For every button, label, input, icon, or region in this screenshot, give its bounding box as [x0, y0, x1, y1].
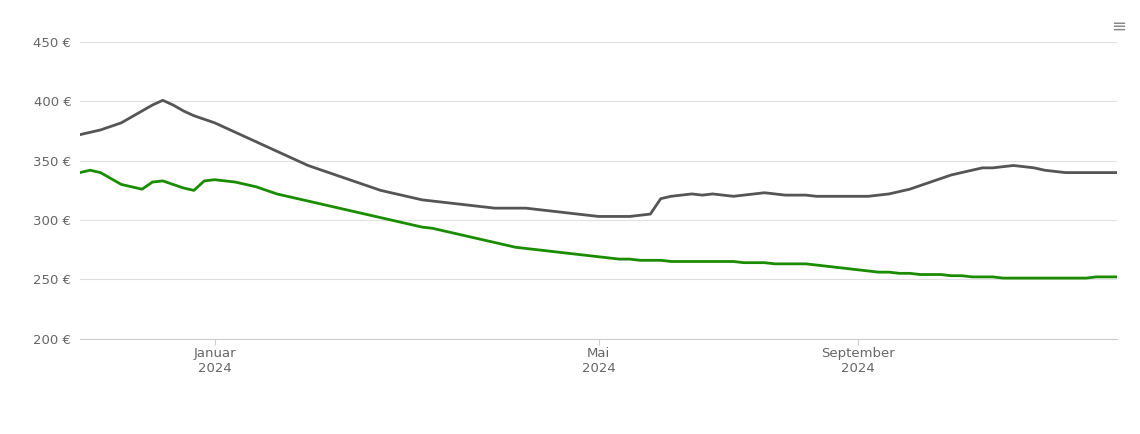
Text: ≡: ≡ — [1112, 17, 1126, 35]
